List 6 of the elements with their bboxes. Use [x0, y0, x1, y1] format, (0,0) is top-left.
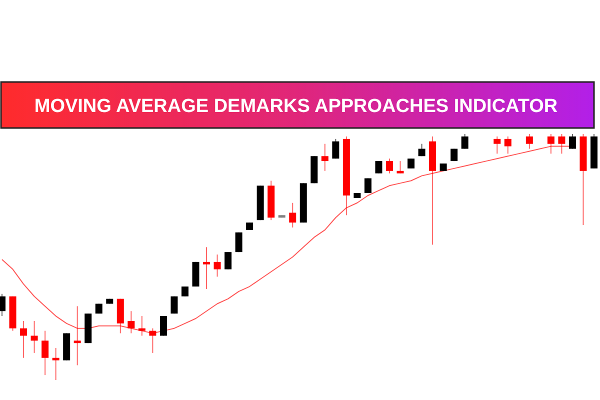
candlestick	[181, 286, 188, 297]
chart-title: MOVING AVERAGE DEMARKS APPROACHES INDICATOR	[34, 96, 558, 117]
candlestick	[224, 252, 232, 270]
candlestick	[160, 316, 167, 336]
candlestick	[408, 158, 415, 169]
candlestick	[375, 160, 382, 174]
